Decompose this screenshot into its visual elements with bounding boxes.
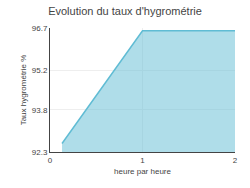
svg-text:95.2: 95.2 <box>32 66 48 75</box>
svg-text:1: 1 <box>140 156 145 165</box>
svg-text:96.7: 96.7 <box>32 24 48 33</box>
svg-text:93.8: 93.8 <box>32 106 48 115</box>
svg-text:Evolution du taux d'hygrométri: Evolution du taux d'hygrométrie <box>48 5 202 17</box>
svg-text:0: 0 <box>48 156 53 165</box>
svg-text:92.3: 92.3 <box>32 148 48 157</box>
svg-text:heure par heure: heure par heure <box>114 167 171 176</box>
svg-text:Taux hygrométrie %: Taux hygrométrie % <box>19 55 28 126</box>
svg-text:2: 2 <box>233 156 238 165</box>
